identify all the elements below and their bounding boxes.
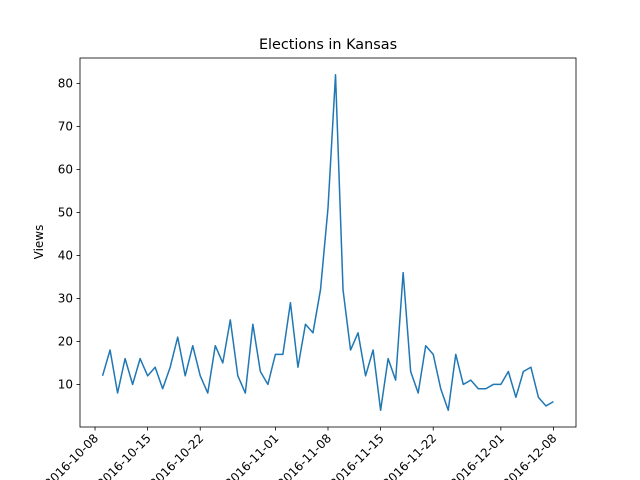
y-tick-label: 10 bbox=[58, 377, 73, 391]
y-tick-label: 40 bbox=[58, 248, 73, 262]
y-tick-label: 70 bbox=[58, 119, 73, 133]
y-tick-label: 80 bbox=[58, 76, 73, 90]
axes-frame bbox=[79, 57, 577, 428]
y-tick-label: 20 bbox=[58, 334, 73, 348]
y-tick-label: 30 bbox=[58, 291, 73, 305]
chart-title: Elections in Kansas bbox=[259, 37, 397, 53]
y-axis-label: Views bbox=[32, 225, 46, 260]
y-tick-label: 50 bbox=[58, 205, 73, 219]
y-tick-label: 60 bbox=[58, 162, 73, 176]
data-line bbox=[101, 74, 554, 411]
